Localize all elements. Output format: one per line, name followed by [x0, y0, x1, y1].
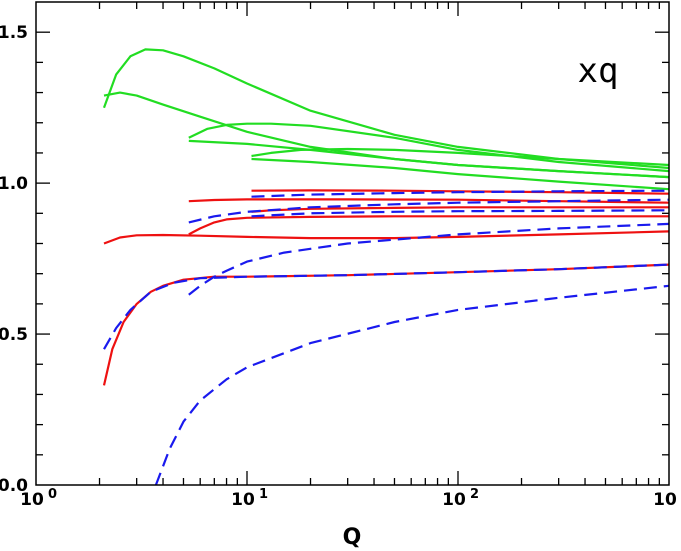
x-tick-exponent: 0 — [48, 487, 57, 502]
series-line-blue-15 — [188, 222, 669, 296]
x-tick-label: 10 — [653, 490, 677, 510]
x-tick-label: 10 — [231, 490, 255, 510]
labels-layer: 0.00.51.01.5100101102103 — [0, 23, 677, 510]
chart-annotation: xq — [578, 51, 619, 91]
series-line-red-8 — [102, 263, 669, 386]
series-line-green-5 — [251, 147, 669, 167]
y-tick-label: 0.5 — [0, 325, 28, 345]
series-line-green-4 — [188, 139, 669, 179]
series-line-blue-17 — [251, 209, 669, 218]
series-line-red-12 — [251, 189, 669, 195]
y-tick-label: 0.0 — [0, 476, 28, 496]
series-line-green-1 — [102, 48, 669, 170]
x-tick-exponent: 1 — [259, 487, 268, 502]
y-tick-label: 1.0 — [0, 174, 28, 194]
x-tick-label: 10 — [442, 490, 466, 510]
series-layer — [102, 48, 669, 485]
series-line-red-9 — [188, 215, 669, 236]
series-line-green-6 — [251, 157, 669, 191]
plot-frame — [35, 1, 670, 486]
x-tick-label: 10 — [20, 490, 44, 510]
series-line-blue-14 — [154, 284, 669, 485]
x-axis-label: Q — [343, 525, 362, 550]
ticks-layer — [36, 2, 669, 485]
series-line-green-3 — [188, 122, 669, 173]
x-tick-exponent: 2 — [470, 487, 479, 502]
series-line-blue-18 — [251, 189, 669, 198]
series-line-blue-13 — [103, 263, 669, 350]
series-line-red-7 — [103, 230, 669, 245]
y-tick-label: 1.5 — [0, 23, 28, 43]
series-line-blue-16 — [188, 198, 669, 224]
